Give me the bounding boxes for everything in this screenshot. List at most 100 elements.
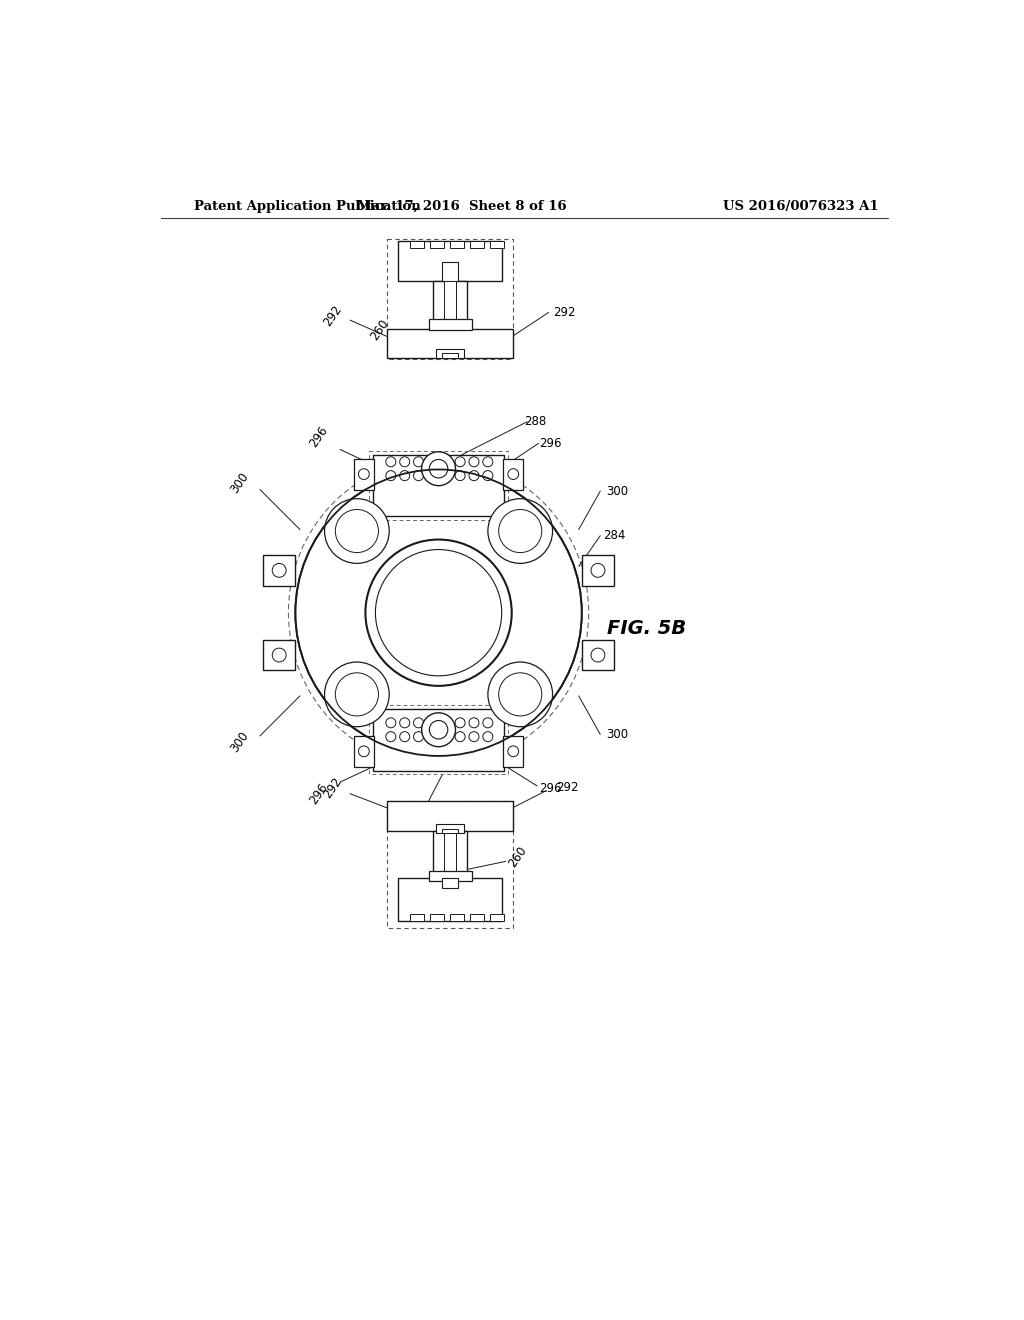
Polygon shape bbox=[582, 554, 614, 586]
Polygon shape bbox=[436, 825, 464, 833]
Text: 300: 300 bbox=[606, 484, 629, 498]
Text: 296: 296 bbox=[307, 780, 331, 807]
Circle shape bbox=[499, 510, 542, 553]
Polygon shape bbox=[442, 263, 458, 281]
Polygon shape bbox=[397, 240, 503, 281]
Circle shape bbox=[441, 457, 452, 467]
Circle shape bbox=[272, 564, 286, 577]
Circle shape bbox=[469, 731, 479, 742]
Circle shape bbox=[399, 718, 410, 727]
Circle shape bbox=[508, 469, 518, 479]
Circle shape bbox=[358, 469, 370, 479]
Polygon shape bbox=[429, 319, 472, 330]
Polygon shape bbox=[430, 913, 444, 921]
Circle shape bbox=[422, 451, 456, 486]
Text: 260: 260 bbox=[506, 843, 529, 870]
Text: 288: 288 bbox=[396, 813, 419, 825]
Circle shape bbox=[487, 663, 553, 727]
Circle shape bbox=[386, 471, 396, 480]
Circle shape bbox=[483, 718, 493, 727]
Circle shape bbox=[427, 457, 437, 467]
Circle shape bbox=[441, 471, 452, 480]
Polygon shape bbox=[430, 240, 444, 248]
Circle shape bbox=[427, 718, 437, 727]
Polygon shape bbox=[442, 354, 458, 358]
Text: 300: 300 bbox=[606, 727, 629, 741]
Text: US 2016/0076323 A1: US 2016/0076323 A1 bbox=[723, 199, 879, 213]
Polygon shape bbox=[263, 640, 295, 671]
Circle shape bbox=[414, 731, 424, 742]
Circle shape bbox=[455, 471, 465, 480]
Circle shape bbox=[325, 663, 389, 727]
Circle shape bbox=[335, 673, 379, 715]
Polygon shape bbox=[373, 455, 504, 516]
Text: 284: 284 bbox=[603, 529, 626, 543]
Polygon shape bbox=[354, 737, 374, 767]
Circle shape bbox=[335, 510, 379, 553]
Polygon shape bbox=[503, 459, 523, 490]
Circle shape bbox=[414, 457, 424, 467]
Circle shape bbox=[508, 746, 518, 756]
Polygon shape bbox=[387, 329, 513, 358]
Circle shape bbox=[366, 540, 512, 686]
Text: Mar. 17, 2016  Sheet 8 of 16: Mar. 17, 2016 Sheet 8 of 16 bbox=[356, 199, 566, 213]
Polygon shape bbox=[490, 913, 504, 921]
Circle shape bbox=[376, 549, 502, 676]
Circle shape bbox=[272, 648, 286, 661]
Polygon shape bbox=[373, 709, 504, 771]
Polygon shape bbox=[470, 913, 484, 921]
Text: 260: 260 bbox=[368, 317, 391, 343]
Polygon shape bbox=[354, 459, 374, 490]
Circle shape bbox=[386, 457, 396, 467]
Polygon shape bbox=[429, 871, 472, 882]
Circle shape bbox=[429, 459, 447, 478]
Circle shape bbox=[469, 457, 479, 467]
Circle shape bbox=[483, 731, 493, 742]
Polygon shape bbox=[582, 640, 614, 671]
Polygon shape bbox=[442, 878, 458, 887]
Text: FIG. 5B: FIG. 5B bbox=[607, 619, 686, 638]
Circle shape bbox=[399, 457, 410, 467]
Circle shape bbox=[469, 471, 479, 480]
Polygon shape bbox=[436, 350, 464, 358]
Polygon shape bbox=[451, 240, 464, 248]
Circle shape bbox=[469, 718, 479, 727]
Circle shape bbox=[414, 718, 424, 727]
Circle shape bbox=[455, 731, 465, 742]
Circle shape bbox=[386, 718, 396, 727]
Polygon shape bbox=[451, 913, 464, 921]
Polygon shape bbox=[433, 830, 467, 878]
Text: 296: 296 bbox=[307, 424, 331, 450]
Circle shape bbox=[487, 499, 553, 564]
Circle shape bbox=[399, 471, 410, 480]
Polygon shape bbox=[387, 801, 513, 830]
Text: 300: 300 bbox=[228, 470, 252, 496]
Circle shape bbox=[483, 471, 493, 480]
Circle shape bbox=[455, 457, 465, 467]
Circle shape bbox=[427, 731, 437, 742]
Circle shape bbox=[499, 673, 542, 715]
Polygon shape bbox=[490, 240, 504, 248]
Circle shape bbox=[325, 499, 389, 564]
Circle shape bbox=[441, 718, 452, 727]
Text: 296: 296 bbox=[539, 781, 561, 795]
Polygon shape bbox=[433, 281, 467, 326]
Polygon shape bbox=[410, 913, 424, 921]
Circle shape bbox=[295, 470, 582, 756]
Text: 288: 288 bbox=[523, 416, 546, 428]
Text: 292: 292 bbox=[322, 304, 345, 329]
Polygon shape bbox=[397, 878, 503, 921]
Circle shape bbox=[427, 471, 437, 480]
Polygon shape bbox=[444, 830, 457, 878]
Polygon shape bbox=[263, 554, 295, 586]
Circle shape bbox=[386, 731, 396, 742]
Circle shape bbox=[591, 648, 605, 661]
Circle shape bbox=[483, 457, 493, 467]
Polygon shape bbox=[442, 829, 458, 833]
Polygon shape bbox=[503, 737, 523, 767]
Text: 292: 292 bbox=[322, 775, 345, 800]
Circle shape bbox=[429, 721, 447, 739]
Text: 296: 296 bbox=[539, 437, 561, 450]
Polygon shape bbox=[410, 240, 424, 248]
Polygon shape bbox=[444, 281, 457, 326]
